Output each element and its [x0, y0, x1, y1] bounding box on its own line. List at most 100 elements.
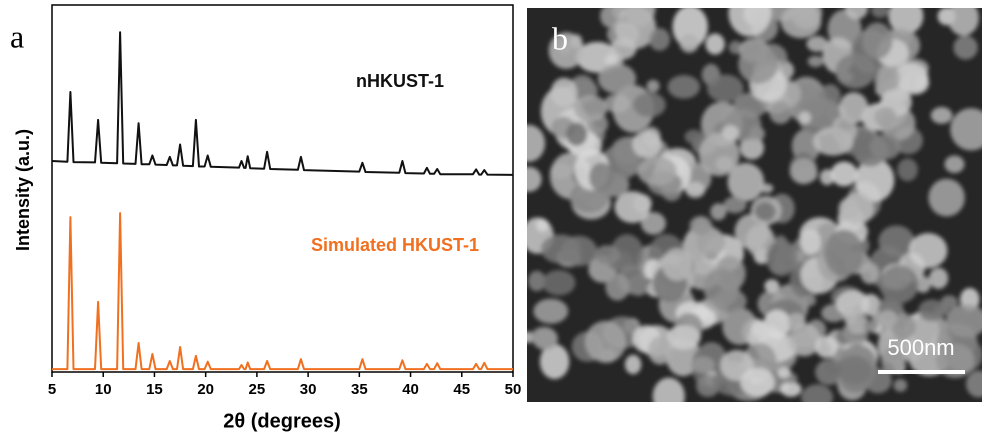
- particle: [610, 234, 644, 273]
- particle: [930, 107, 953, 124]
- particle: [703, 267, 740, 308]
- panel-label: b: [552, 20, 568, 56]
- particle: [605, 272, 630, 301]
- particle: [806, 36, 828, 52]
- particles: [527, 8, 982, 402]
- particle: [874, 106, 897, 128]
- particle: [760, 183, 774, 194]
- particle: [722, 125, 739, 141]
- particle: [610, 37, 637, 60]
- particle: [780, 381, 802, 397]
- particle: [528, 270, 546, 292]
- particle: [953, 35, 978, 60]
- particle: [574, 95, 608, 122]
- particle: [878, 310, 898, 327]
- particle: [763, 309, 791, 339]
- series-label: Simulated HKUST-1: [311, 235, 479, 255]
- particle: [935, 343, 975, 378]
- particle: [799, 229, 822, 255]
- particle: [632, 92, 666, 118]
- particle: [801, 294, 817, 307]
- particle: [527, 124, 546, 162]
- particle: [819, 169, 835, 186]
- particle: [745, 224, 776, 258]
- particle: [854, 158, 895, 202]
- particle: [839, 92, 869, 124]
- particle: [533, 327, 558, 351]
- particle: [640, 212, 666, 235]
- particle: [940, 295, 958, 310]
- series-label: nHKUST-1: [356, 71, 444, 91]
- particle: [836, 355, 873, 384]
- particle: [928, 178, 965, 217]
- particle: [798, 111, 811, 125]
- particle: [633, 194, 652, 214]
- particle: [888, 8, 924, 35]
- particle: [652, 377, 685, 402]
- particle: [845, 8, 868, 20]
- y-axis-label: Intensity (a.u.): [13, 129, 33, 251]
- particle: [918, 299, 946, 322]
- particle: [576, 41, 619, 73]
- particle: [662, 248, 693, 281]
- particle: [871, 8, 889, 18]
- particle: [597, 63, 637, 94]
- particle: [929, 267, 949, 289]
- plot-frame: [51, 4, 514, 373]
- particle: [777, 367, 790, 379]
- particle: [539, 344, 570, 380]
- particle: [900, 339, 923, 363]
- particle: [815, 335, 838, 358]
- particle: [624, 354, 642, 375]
- particle: [740, 367, 775, 397]
- particle: [897, 158, 918, 182]
- particle: [835, 290, 870, 317]
- particle: [727, 162, 765, 202]
- x-tick-label: 20: [197, 381, 214, 398]
- particle: [588, 162, 614, 192]
- particle: [879, 265, 919, 304]
- particle: [838, 197, 860, 220]
- particle: [869, 133, 902, 160]
- particle: [893, 378, 908, 392]
- particle: [557, 40, 571, 54]
- particle: [769, 101, 792, 124]
- particle: [950, 108, 982, 151]
- particle: [894, 62, 929, 92]
- particle: [765, 239, 798, 277]
- particle: [690, 356, 715, 374]
- particle: [648, 28, 671, 51]
- series-line: [51, 31, 514, 176]
- x-tick-label: 45: [453, 381, 470, 398]
- particle: [891, 313, 916, 340]
- series-line: [52, 212, 513, 371]
- particle: [877, 66, 900, 91]
- x-tick-label: 50: [505, 381, 522, 398]
- particle: [600, 8, 620, 28]
- x-tick-label: 25: [249, 381, 266, 398]
- panel-label: a: [10, 18, 24, 54]
- particle: [594, 245, 621, 265]
- particle: [789, 158, 818, 185]
- particle: [915, 276, 931, 293]
- particle: [536, 218, 549, 232]
- x-tick-label: 10: [95, 381, 112, 398]
- x-tick-label: 40: [402, 381, 419, 398]
- x-tick-label: 35: [351, 381, 368, 398]
- particle: [801, 384, 834, 402]
- sem-image: [527, 8, 982, 402]
- particle: [527, 166, 542, 192]
- particle: [739, 136, 765, 160]
- particle: [689, 216, 713, 236]
- particle: [861, 22, 893, 59]
- particle: [584, 320, 627, 363]
- particle: [944, 155, 965, 174]
- particle: [550, 77, 578, 107]
- particle: [807, 55, 824, 68]
- particle: [648, 336, 672, 365]
- particle: [684, 129, 703, 144]
- particle: [908, 233, 948, 269]
- particle: [679, 33, 699, 53]
- particle: [881, 346, 906, 374]
